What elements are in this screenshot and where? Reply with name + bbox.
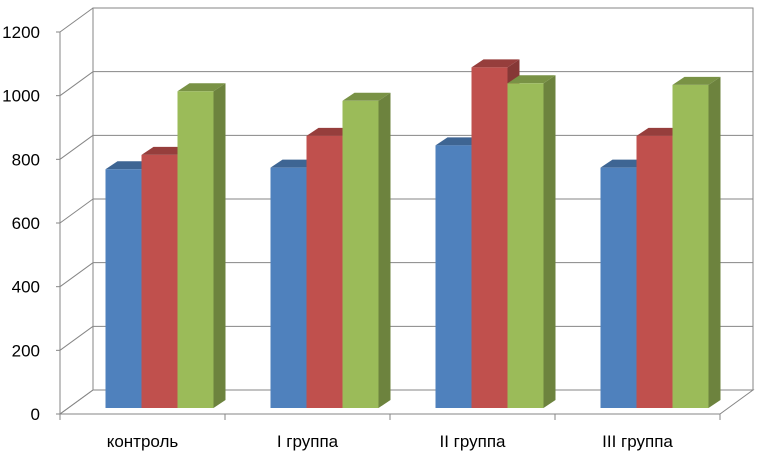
bar-front [270,167,307,408]
y-tick-label: 1000 [2,87,40,106]
y-tick-label: 800 [12,150,40,169]
bar [507,75,556,409]
y-tick-label: 200 [12,341,40,360]
x-tick-label: II группа [440,432,507,451]
bar-front [636,135,673,408]
gridline-side [59,389,94,415]
bar-top [177,83,226,92]
bar-side [378,92,391,408]
bar [177,83,226,408]
bar-front [435,145,472,408]
x-tick-label: контроль [107,432,179,451]
bar-front [105,169,142,408]
bar-front [177,91,214,408]
gridline-side [59,134,94,160]
x-axis: контроль I группа II группа III группа [59,414,721,451]
bar-front [672,84,709,409]
bar-front [471,67,508,408]
bar-front [141,154,178,408]
gridline-side [59,7,94,33]
bar-top [471,59,520,68]
bar-side [708,76,721,409]
bars [105,59,721,409]
x-tick-label: I группа [277,432,339,451]
y-tick-label: 400 [12,278,40,297]
bar-top [672,76,721,85]
bar-top [342,92,391,101]
bar-front [342,100,379,408]
bar-front [600,167,637,408]
bar-side [543,75,556,409]
bar-side [213,83,226,408]
bar-front [306,135,343,408]
gridline-side [59,198,94,224]
y-axis: 0 200 400 600 800 1000 1200 [2,23,60,424]
bar [672,76,721,409]
y-tick-label: 1200 [2,23,40,42]
gridline-side [59,262,94,288]
bar [342,92,391,408]
bar-front [507,83,544,409]
y-tick-label: 0 [31,405,40,424]
y-tick-label: 600 [12,214,40,233]
x-tick-label: III группа [602,432,673,451]
gridline-side [59,71,94,97]
bar-top [507,75,556,84]
gridline-side [59,325,94,351]
